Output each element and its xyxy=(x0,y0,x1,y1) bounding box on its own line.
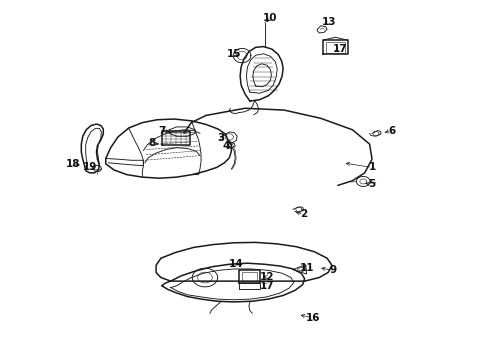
Text: 19: 19 xyxy=(82,162,97,172)
Text: 8: 8 xyxy=(148,139,156,148)
Text: 10: 10 xyxy=(263,13,278,23)
Text: 5: 5 xyxy=(368,179,376,189)
Text: 15: 15 xyxy=(227,49,242,59)
Text: 13: 13 xyxy=(322,17,336,27)
Text: 17: 17 xyxy=(333,44,347,54)
Text: 3: 3 xyxy=(217,133,224,143)
Text: 17: 17 xyxy=(260,281,274,291)
Text: 2: 2 xyxy=(300,209,307,219)
Text: 9: 9 xyxy=(329,265,337,275)
Text: 12: 12 xyxy=(260,272,274,282)
Text: 4: 4 xyxy=(223,141,230,151)
Text: 7: 7 xyxy=(158,126,166,135)
Text: 11: 11 xyxy=(300,263,315,273)
Text: 1: 1 xyxy=(368,162,376,172)
Text: 18: 18 xyxy=(66,159,80,169)
Text: 16: 16 xyxy=(306,313,320,323)
Text: 6: 6 xyxy=(388,126,395,135)
Text: 14: 14 xyxy=(229,259,244,269)
